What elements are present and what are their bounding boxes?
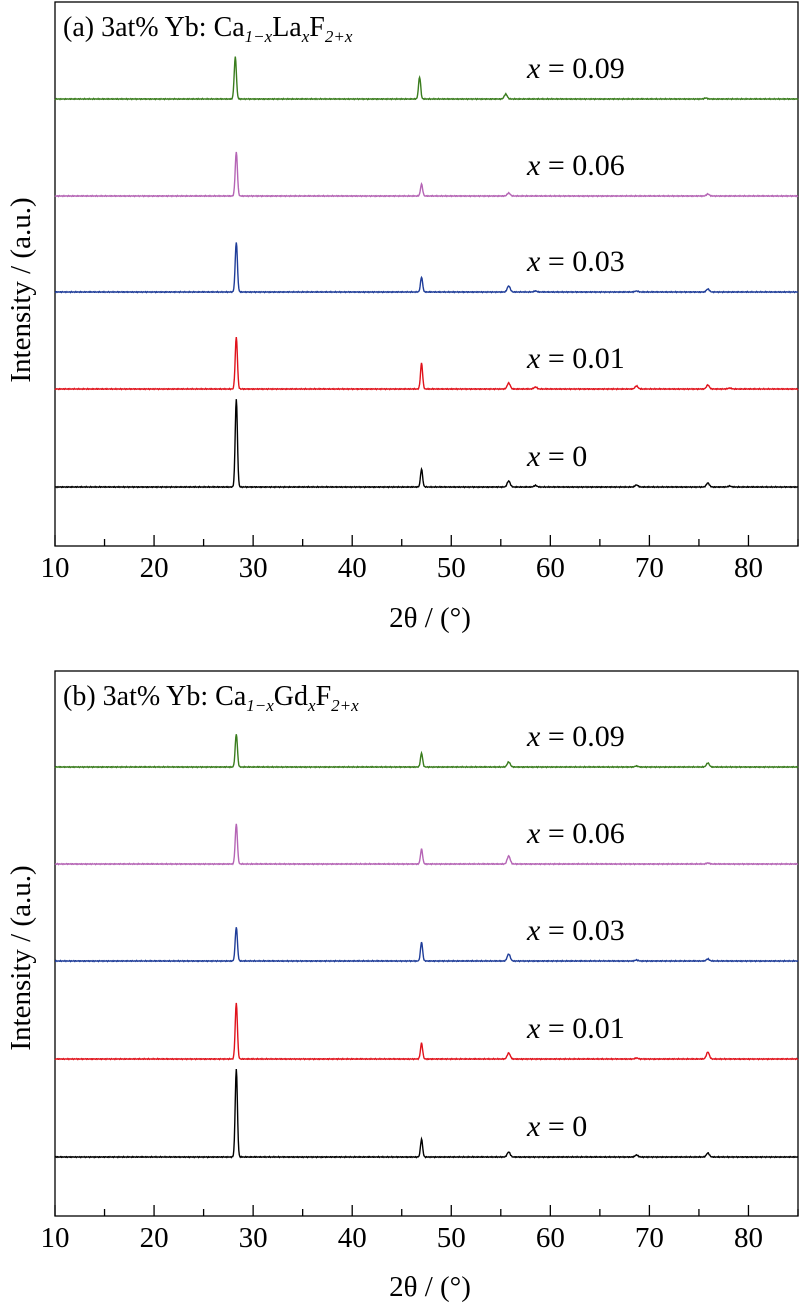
x-tick-label: 30: [239, 1222, 268, 1254]
x-tick-label: 40: [338, 1222, 367, 1254]
x-tick-label: 10: [41, 552, 70, 584]
series-label-3: x = 0.03: [526, 245, 625, 278]
series-label-1: x = 0: [526, 1110, 587, 1143]
x-tick-label: 20: [140, 1222, 169, 1254]
series-line-2: [54, 337, 799, 391]
panel-a: (a) 3at% Yb: Ca1−xLaxF2+x x = 0x = 0.01x…: [5, 1, 799, 634]
y-axis-label: Intensity / (a.u.): [5, 197, 37, 382]
series-label-4: x = 0.06: [526, 817, 625, 850]
series-label-2: x = 0.01: [526, 342, 625, 375]
x-tick-label: 60: [536, 552, 565, 584]
series-layer: [54, 734, 799, 1159]
series-line-1: [54, 399, 799, 489]
x-axis-ticks: 10 20 30 40 50 60 70 80: [41, 1205, 799, 1254]
series-layer: [54, 56, 799, 489]
x-tick-label: 80: [734, 552, 763, 584]
x-tick-label: 50: [437, 552, 466, 584]
series-label-5: x = 0.09: [526, 52, 625, 85]
series-label-layer: x = 0 x = 0.01 x = 0.03 x = 0.06 x = 0.09: [526, 52, 625, 473]
plot-frame: [54, 1, 799, 547]
series-line-5: [54, 56, 799, 101]
panel-b: (b) 3at% Yb: Ca1−xGdxF2+x x = 0x = 0.01x…: [5, 670, 799, 1303]
series-line-3: [54, 927, 799, 963]
x-axis-ticks: 10 20 30 40 50 60 70 80: [41, 535, 799, 584]
x-tick-label: 60: [536, 1222, 565, 1254]
plot-frame: [54, 670, 799, 1217]
series-line-5: [54, 734, 799, 769]
x-tick-label: 70: [635, 552, 664, 584]
x-tick-label: 50: [437, 1222, 466, 1254]
series-label-2: x = 0.01: [526, 1012, 625, 1045]
series-line-1: [54, 1068, 798, 1159]
panel-title: (a) 3at% Yb: Ca1−xLaxF2+x: [63, 12, 353, 46]
x-tick-label: 20: [140, 552, 169, 584]
x-axis-label: 2θ / (°): [389, 602, 471, 634]
series-line-3: [54, 242, 799, 294]
x-tick-label: 40: [338, 552, 367, 584]
x-tick-label: 70: [635, 1222, 664, 1254]
x-axis-label: 2θ / (°): [389, 1271, 471, 1303]
series-line-2: [54, 1002, 799, 1061]
x-tick-label: 80: [734, 1222, 763, 1254]
panel-title: (b) 3at% Yb: Ca1−xGdxF2+x: [63, 681, 359, 715]
series-label-1: x = 0: [526, 440, 587, 473]
y-axis-label: Intensity / (a.u.): [5, 865, 37, 1050]
x-tick-label: 10: [41, 1222, 70, 1254]
series-label-5: x = 0.09: [526, 720, 625, 753]
series-label-4: x = 0.06: [526, 149, 625, 182]
series-label-3: x = 0.03: [526, 914, 625, 947]
series-line-4: [54, 823, 799, 866]
series-line-4: [54, 151, 799, 198]
series-label-layer: x = 0 x = 0.01 x = 0.03 x = 0.06 x = 0.09: [526, 720, 625, 1143]
x-tick-label: 30: [239, 552, 268, 584]
